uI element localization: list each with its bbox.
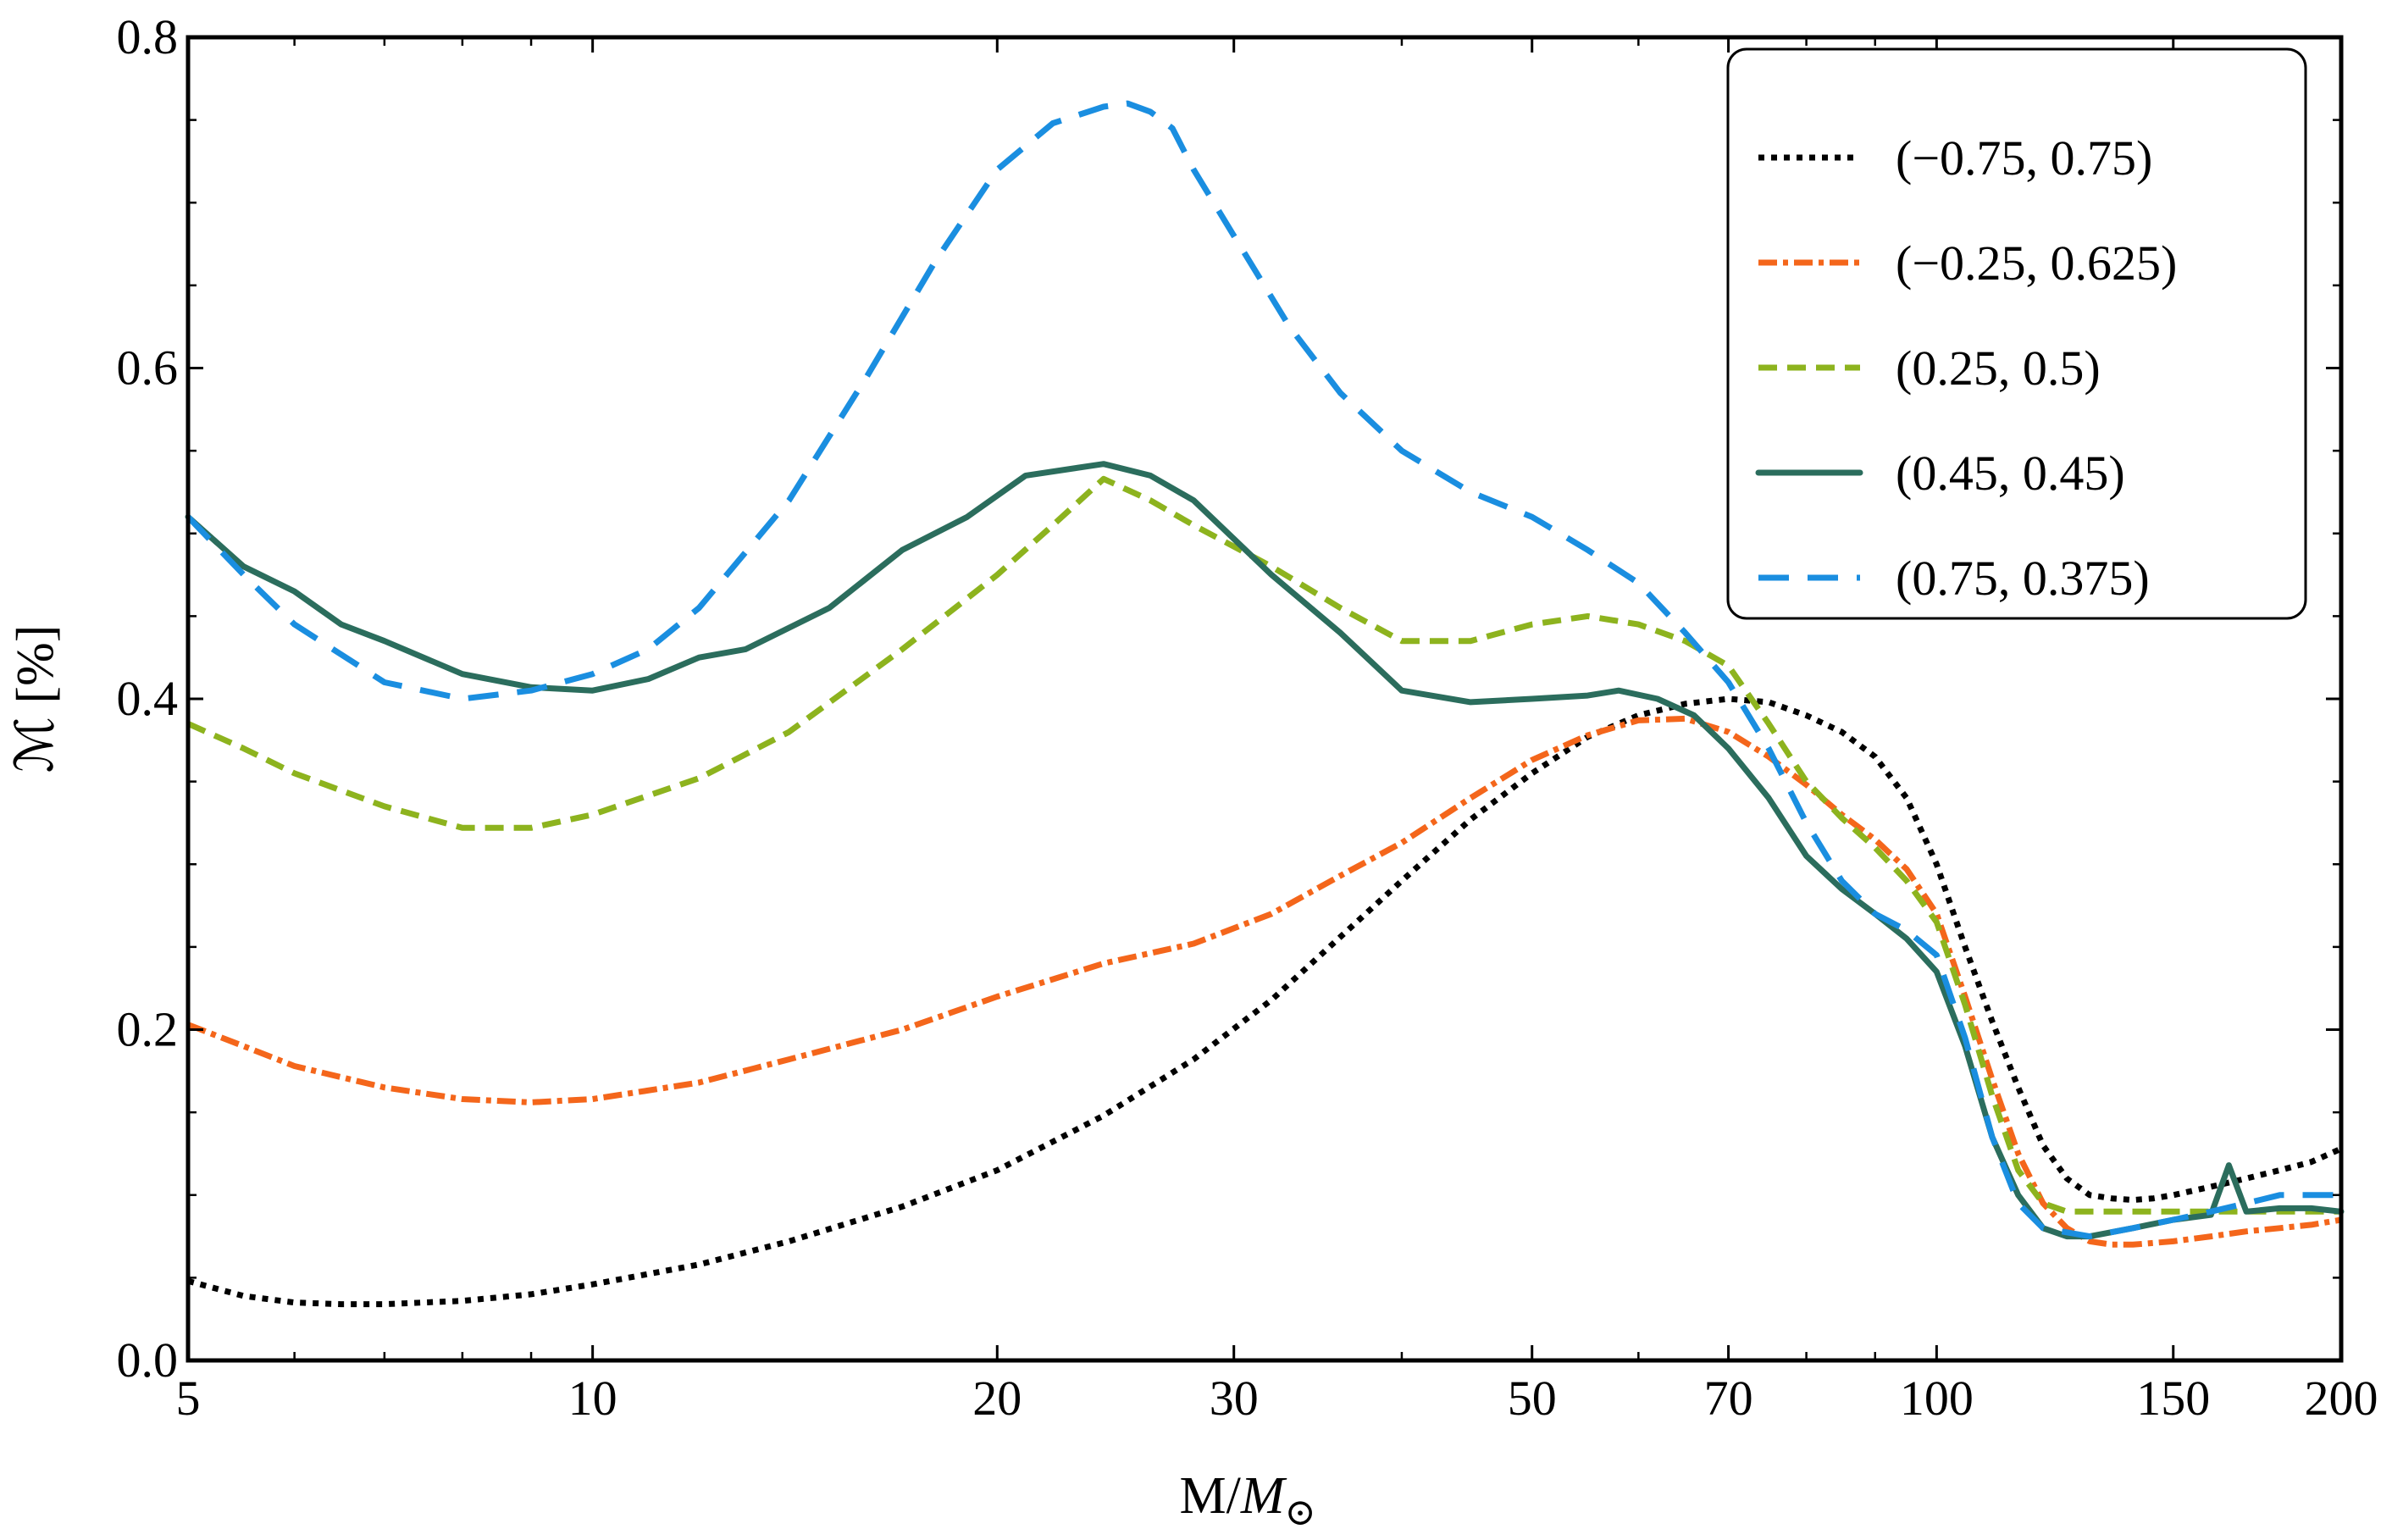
series-layer	[185, 100, 2345, 1308]
y-axis-label: ℳ [%]	[7, 625, 64, 773]
x-axis-label: M/M⊙	[1180, 1467, 1316, 1533]
x-tick-label: 5	[176, 1371, 201, 1426]
legend-label-5: (0.75, 0.375)	[1896, 551, 2150, 606]
legend-label-4: (0.45, 0.45)	[1896, 446, 2125, 501]
y-tick-label: 0.2	[117, 1002, 179, 1057]
y-tick-label: 0.0	[117, 1332, 179, 1388]
legend-label-3: (0.25, 0.5)	[1896, 341, 2101, 396]
x-tick-label: 150	[2136, 1371, 2210, 1426]
x-axis-label-italic: M	[1240, 1467, 1287, 1525]
x-tick-label: 20	[972, 1371, 1022, 1426]
tick-labels-layer: 5 10 20 30 50 70 100 150 200 0.0 0.2 0.4 0.6 0.8	[117, 9, 2378, 1426]
legend-box	[1726, 47, 2307, 620]
x-tick-label: 100	[1900, 1371, 1974, 1426]
x-tick-label: 200	[2305, 1371, 2378, 1426]
legend-label-1: (−0.75, 0.75)	[1896, 130, 2152, 186]
legend-label-2: (−0.25, 0.625)	[1896, 235, 2177, 291]
x-tick-label: 30	[1210, 1371, 1259, 1426]
series-line-4	[185, 461, 2345, 1240]
y-tick-label: 0.8	[117, 9, 179, 64]
plot-frame	[185, 35, 2344, 1363]
y-tick-label: 0.6	[117, 341, 179, 396]
x-axis-label-subscript: ⊙	[1285, 1492, 1316, 1533]
x-tick-label: 70	[1704, 1371, 1753, 1426]
x-axis-label-main: M/	[1180, 1467, 1242, 1525]
series-line-3	[186, 475, 2341, 1215]
x-tick-label: 50	[1508, 1371, 1557, 1426]
y-tick-label: 0.4	[117, 671, 179, 726]
series-line-1	[187, 695, 2343, 1308]
legend: (−0.75, 0.75) (−0.25, 0.625) (0.25, 0.5) (0…	[1726, 47, 2307, 620]
x-tick-label: 10	[568, 1371, 617, 1426]
